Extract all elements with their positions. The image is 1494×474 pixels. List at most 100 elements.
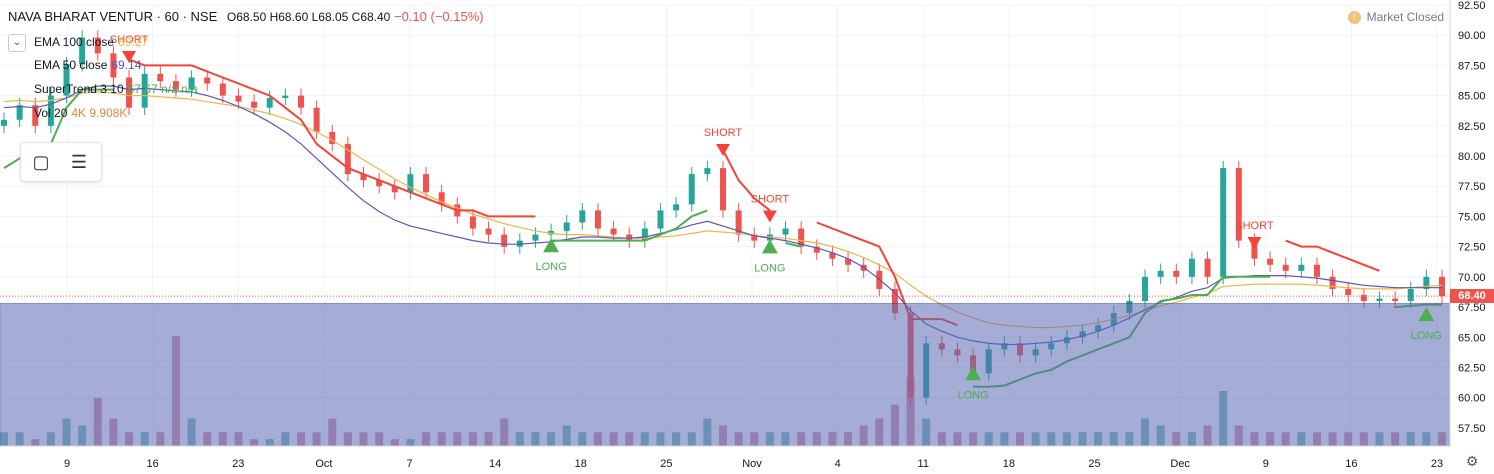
ohlc-values: O68.50 H68.60 L68.05 C68.40 [226,10,391,24]
candle-body [610,228,617,235]
candle-body [16,105,23,120]
market-status: ! Market Closed [1347,10,1444,25]
candle-body [469,216,476,229]
candle-body [532,234,539,241]
candle-body [282,95,289,99]
candle-body [501,234,508,247]
candle-body [1142,276,1149,302]
ema100-value: 69.27 [118,35,149,50]
price-tick-label: 67.50 [1458,302,1486,314]
candle-body [47,95,54,126]
price-tick-label: 57.50 [1458,423,1486,435]
candle-body [891,288,898,314]
chevron-down-icon[interactable]: ⌄ [8,34,26,52]
time-tick-label: Oct [315,458,332,470]
supertrend-down-line [128,58,1380,327]
candle-body [1,119,7,126]
candle-body [688,174,695,205]
candle-body [626,234,633,241]
candle-body [845,258,852,265]
candle-body [1220,168,1227,277]
legend-volume[interactable]: Vol 20 4K 9.908K [34,106,127,120]
candle-body [735,210,742,235]
candle-body [1439,276,1445,297]
supertrend-value: 67.67 n/a n/a [127,82,198,96]
legend-ema50[interactable]: EMA 50 close 69.14 [34,58,141,72]
legend-ema100[interactable]: ⌄ EMA 100 close 69.27 [8,34,148,52]
gear-icon[interactable]: ⚙ [1466,454,1479,470]
candle-body [157,73,164,82]
chart-header: NAVA BHARAT VENTUR · 60 · NSE O68.50 H68… [8,9,484,24]
time-tick-label: 25 [660,458,672,470]
price-tick-label: 75.00 [1458,211,1486,223]
price-tick-label: 60.00 [1458,393,1486,405]
price-tick-label: 85.00 [1458,91,1486,103]
candle-body [423,174,430,193]
candle-body [110,53,117,78]
candle-body [673,204,680,211]
object-tree-icon[interactable]: ☰ [70,152,88,172]
candle-body [1345,288,1352,295]
time-tick-label: 18 [575,458,587,470]
candle-body [141,73,148,108]
candle-body [485,228,492,235]
candle-body [1407,288,1414,302]
supertrend-up-line [3,88,1442,388]
ema50-value: 69.14 [111,58,142,72]
long-signal-marker [965,366,982,381]
short-signal-marker [122,50,137,63]
time-tick-label: 23 [232,458,244,470]
candle-body [548,230,555,235]
price-tick-label: 77.50 [1458,181,1486,193]
price-tick-label: 70.00 [1458,272,1486,284]
candle-body [344,143,351,175]
time-tick-label: 7 [406,458,412,470]
candle-body [798,228,805,247]
legend-supertrend[interactable]: SuperTrend 3 10 67.67 n/a n/a [34,82,198,96]
candle-body [1282,264,1289,271]
candle-body [657,210,664,229]
short-signal-marker [762,210,777,223]
candle-body [1423,276,1430,289]
ema50-line [3,85,1442,346]
time-tick-label: 14 [489,458,501,470]
price-tick-label: 87.50 [1458,60,1486,72]
time-tick-label: Nov [742,458,762,470]
price-tick-label: 65.00 [1458,332,1486,344]
candle-body [360,174,367,181]
candle-body [1329,276,1336,289]
long-signal-marker [1418,307,1435,322]
candle-body [219,83,226,96]
time-tick-label: 23 [1431,458,1443,470]
candle-body [172,81,179,90]
clock-icon: ! [1347,11,1361,25]
volume-value: 4K 9.908K [71,106,128,120]
long-signal-label: LONG [957,389,988,401]
candle-body [79,37,86,65]
candle-body [829,252,836,259]
volume-label: Vol 20 [34,106,68,120]
candle-body [813,246,820,253]
short-signal-label: SHORT [110,34,149,46]
rectangle-select-icon[interactable]: ▢ [32,152,50,172]
short-signal-label: SHORT [1235,220,1274,232]
candle-body [438,192,445,205]
candle-body [1392,298,1399,302]
candle-body [594,210,601,229]
candle-body [563,222,570,231]
time-tick-label: 11 [918,458,929,470]
symbol-title[interactable]: NAVA BHARAT VENTUR · 60 · NSE [8,9,218,24]
candle-body [188,77,195,90]
candle-body [1298,264,1305,271]
candle-body [376,180,383,187]
ema50-label: EMA 50 close [34,58,108,72]
short-signal-marker [1247,237,1262,250]
time-tick-label: 16 [1345,458,1357,470]
candle-body [32,105,39,126]
time-tick-label: Dec [1170,458,1190,470]
candle-body [579,210,586,223]
price-tick-label: 92.50 [1458,0,1486,12]
candle-body [1235,168,1242,241]
candle-body [1313,264,1320,277]
